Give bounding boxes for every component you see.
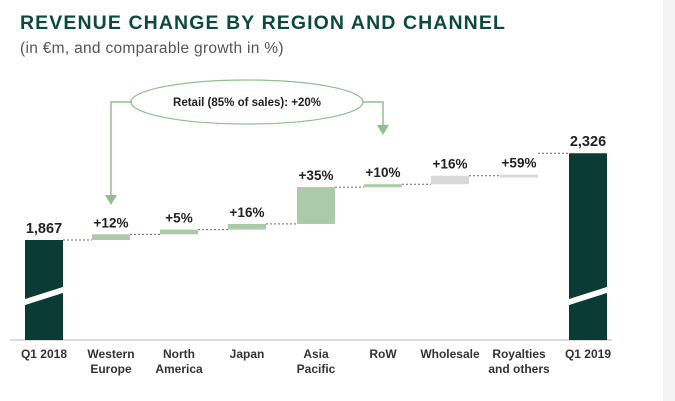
data-label-step: +16%	[433, 157, 468, 172]
data-label-step: +35%	[299, 168, 334, 183]
bar-step	[160, 229, 198, 235]
data-label-step: +12%	[94, 215, 129, 230]
annotation-arrow-right	[362, 101, 384, 126]
data-label-step: +59%	[502, 156, 537, 171]
x-tick-label: Q1 2018	[21, 347, 67, 361]
x-tick-label: North America	[155, 347, 203, 376]
bar-step	[92, 234, 130, 240]
annotation-arrowhead-right	[377, 125, 389, 135]
data-label-start: 1,867	[26, 221, 62, 237]
chart-title: REVENUE CHANGE BY REGION AND CHANNEL	[20, 12, 506, 34]
annotation-arrowhead-left	[105, 195, 117, 205]
bar-step	[431, 175, 469, 185]
data-label-end: 2,326	[570, 134, 606, 150]
data-label-step: +10%	[366, 165, 401, 180]
chart-subtitle: (in €m, and comparable growth in %)	[20, 40, 284, 57]
window-edge	[663, 0, 675, 401]
annotation-text: Retail (85% of sales): +20%	[173, 97, 321, 109]
data-label-step: +16%	[230, 205, 265, 220]
bar-step	[228, 223, 266, 230]
x-tick-label: Western Europe	[87, 347, 134, 376]
x-tick-label: RoW	[369, 347, 397, 361]
annotation-arrow-left	[110, 101, 132, 196]
x-tick-label: Asia Pacific	[297, 347, 336, 376]
x-tick-label: Japan	[230, 347, 265, 361]
axis-break-mark	[22, 286, 66, 306]
bar-step	[364, 184, 402, 188]
bar-step	[500, 174, 538, 178]
x-tick-label: Wholesale	[420, 347, 480, 361]
bar-end	[569, 153, 607, 340]
x-tick-label: Q1 2019	[565, 347, 611, 361]
axis-break-mark	[566, 286, 610, 306]
x-tick-label: Royalties and others	[488, 347, 550, 376]
data-label-step: +5%	[165, 211, 192, 226]
bar-step	[297, 187, 335, 224]
